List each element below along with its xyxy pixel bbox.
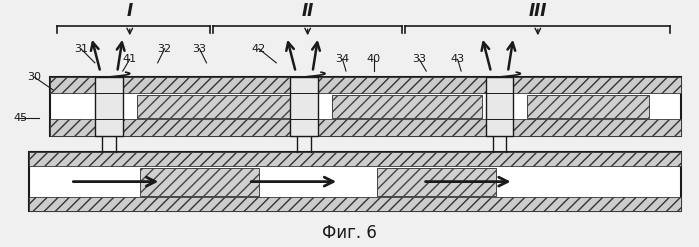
Text: 31: 31 — [74, 44, 88, 54]
Bar — [50, 77, 681, 93]
Text: 45: 45 — [13, 113, 27, 123]
Text: 42: 42 — [252, 44, 266, 54]
Bar — [332, 95, 482, 118]
Bar — [137, 95, 290, 118]
Text: 34: 34 — [336, 54, 350, 64]
Bar — [140, 167, 259, 196]
Bar — [50, 119, 681, 136]
Text: 41: 41 — [123, 54, 137, 64]
Text: 30: 30 — [27, 72, 41, 82]
Text: III: III — [528, 2, 547, 21]
Text: 40: 40 — [367, 54, 381, 64]
Bar — [29, 152, 681, 166]
Text: 43: 43 — [451, 54, 465, 64]
Bar — [377, 167, 496, 196]
Bar — [29, 152, 681, 211]
Bar — [290, 77, 318, 136]
Text: 33: 33 — [412, 54, 426, 64]
Text: 32: 32 — [157, 44, 172, 54]
Bar — [486, 77, 514, 136]
Bar — [50, 77, 681, 136]
Bar — [527, 95, 649, 118]
Text: Фиг. 6: Фиг. 6 — [322, 224, 377, 242]
Text: 33: 33 — [192, 44, 206, 54]
Text: I: I — [127, 2, 133, 21]
Bar — [29, 197, 681, 211]
Text: II: II — [301, 2, 314, 21]
Bar — [95, 77, 123, 136]
